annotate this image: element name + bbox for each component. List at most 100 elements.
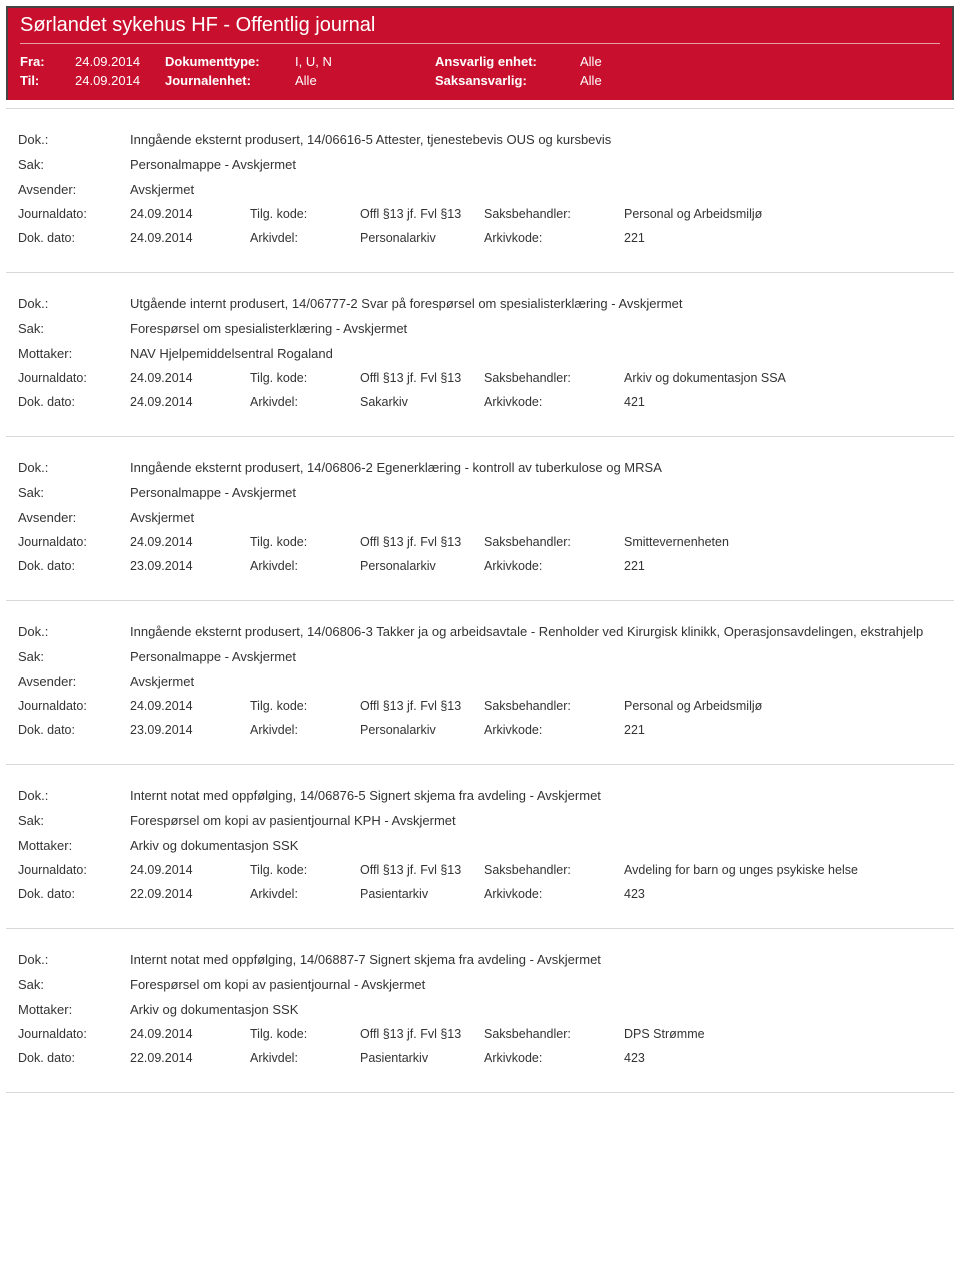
saksbehandler-label: Saksbehandler: <box>484 863 624 877</box>
tilgkode-label: Tilg. kode: <box>250 371 360 385</box>
journal-entry: Dok.:Internt notat med oppfølging, 14/06… <box>6 765 954 929</box>
ansvarlig-value: Alle <box>580 54 602 69</box>
tilgkode-label: Tilg. kode: <box>250 1027 360 1041</box>
header-row-2: Til: 24.09.2014 Journalenhet: Alle Saksa… <box>20 71 940 90</box>
dok-label: Dok.: <box>18 296 130 311</box>
dokdato-value: 23.09.2014 <box>130 723 250 737</box>
saksbehandler-label: Saksbehandler: <box>484 207 624 221</box>
sak-value: Personalmappe - Avskjermet <box>130 485 942 500</box>
journalenhet-value: Alle <box>295 73 435 88</box>
arkivkode-label: Arkivkode: <box>484 395 624 409</box>
saksbehandler-value: Avdeling for barn og unges psykiske hels… <box>624 863 942 877</box>
journaldato-label: Journaldato: <box>18 863 130 877</box>
sak-label: Sak: <box>18 977 130 992</box>
header-row-1: Fra: 24.09.2014 Dokumenttype: I, U, N An… <box>20 52 940 71</box>
sak-label: Sak: <box>18 485 130 500</box>
arkivdel-label: Arkivdel: <box>250 887 360 901</box>
arkivkode-label: Arkivkode: <box>484 231 624 245</box>
arkivkode-value: 423 <box>624 887 942 901</box>
party-value: Avskjermet <box>130 182 942 197</box>
dokdato-value: 24.09.2014 <box>130 231 250 245</box>
dokdato-value: 24.09.2014 <box>130 395 250 409</box>
dok-label: Dok.: <box>18 952 130 967</box>
arkivdel-value: Personalarkiv <box>360 231 484 245</box>
til-label: Til: <box>20 73 75 88</box>
party-value: Avskjermet <box>130 674 942 689</box>
saksbehandler-value: Personal og Arbeidsmiljø <box>624 699 942 713</box>
sak-value: Personalmappe - Avskjermet <box>130 157 942 172</box>
arkivdel-value: Sakarkiv <box>360 395 484 409</box>
dokdato-label: Dok. dato: <box>18 723 130 737</box>
dokdato-value: 22.09.2014 <box>130 1051 250 1065</box>
doktype-label: Dokumenttype: <box>165 54 295 69</box>
journaldato-label: Journaldato: <box>18 535 130 549</box>
tilgkode-label: Tilg. kode: <box>250 207 360 221</box>
arkivdel-label: Arkivdel: <box>250 1051 360 1065</box>
fra-label: Fra: <box>20 54 75 69</box>
tilgkode-label: Tilg. kode: <box>250 699 360 713</box>
dok-label: Dok.: <box>18 132 130 147</box>
sak-value: Forespørsel om spesialisterklæring - Avs… <box>130 321 942 336</box>
arkivkode-value: 221 <box>624 559 942 573</box>
saksansvarlig-value: Alle <box>580 73 602 88</box>
tilgkode-value: Offl §13 jf. Fvl §13 <box>360 535 484 549</box>
party-label: Avsender: <box>18 182 130 197</box>
party-label: Avsender: <box>18 674 130 689</box>
dokdato-value: 22.09.2014 <box>130 887 250 901</box>
ansvarlig-label: Ansvarlig enhet: <box>435 54 580 69</box>
saksbehandler-label: Saksbehandler: <box>484 699 624 713</box>
party-label: Mottaker: <box>18 838 130 853</box>
tilgkode-value: Offl §13 jf. Fvl §13 <box>360 371 484 385</box>
sak-value: Personalmappe - Avskjermet <box>130 649 942 664</box>
journaldato-label: Journaldato: <box>18 1027 130 1041</box>
journaldato-value: 24.09.2014 <box>130 699 250 713</box>
arkivkode-label: Arkivkode: <box>484 1051 624 1065</box>
party-value: Arkiv og dokumentasjon SSK <box>130 838 942 853</box>
journal-entry: Dok.:Internt notat med oppfølging, 14/06… <box>6 929 954 1093</box>
sak-label: Sak: <box>18 813 130 828</box>
dokdato-value: 23.09.2014 <box>130 559 250 573</box>
arkivkode-value: 421 <box>624 395 942 409</box>
party-value: Arkiv og dokumentasjon SSK <box>130 1002 942 1017</box>
report-title: Sørlandet sykehus HF - Offentlig journal <box>20 14 940 44</box>
sak-value: Forespørsel om kopi av pasientjournal KP… <box>130 813 942 828</box>
journaldato-value: 24.09.2014 <box>130 207 250 221</box>
tilgkode-value: Offl §13 jf. Fvl §13 <box>360 863 484 877</box>
journaldato-value: 24.09.2014 <box>130 371 250 385</box>
arkivkode-value: 221 <box>624 231 942 245</box>
entries-container: Dok.: Inngående eksternt produsert, 14/06… <box>0 108 960 1093</box>
dokdato-label: Dok. dato: <box>18 395 130 409</box>
arkivdel-label: Arkivdel: <box>250 723 360 737</box>
saksbehandler-value: Smittevernenheten <box>624 535 942 549</box>
journaldato-value: 24.09.2014 <box>130 1027 250 1041</box>
tilgkode-value: Offl §13 jf. Fvl §13 <box>360 207 484 221</box>
saksbehandler-label: Saksbehandler: <box>484 535 624 549</box>
party-value: NAV Hjelpemiddelsentral Rogaland <box>130 346 942 361</box>
sak-label: Sak: <box>18 157 130 172</box>
journalenhet-label: Journalenhet: <box>165 73 295 88</box>
sak-value: Forespørsel om kopi av pasientjournal - … <box>130 977 942 992</box>
arkivdel-value: Pasientarkiv <box>360 1051 484 1065</box>
journal-entry: Dok.:Inngående eksternt produsert, 14/06… <box>6 601 954 765</box>
party-label: Mottaker: <box>18 1002 130 1017</box>
arkivkode-value: 423 <box>624 1051 942 1065</box>
journaldato-label: Journaldato: <box>18 699 130 713</box>
journal-entry: Dok.:Inngående eksternt produsert, 14/06… <box>6 108 954 273</box>
sak-label: Sak: <box>18 321 130 336</box>
doktype-value: I, U, N <box>295 54 435 69</box>
arkivkode-label: Arkivkode: <box>484 723 624 737</box>
dokdato-label: Dok. dato: <box>18 559 130 573</box>
til-value: 24.09.2014 <box>75 73 165 88</box>
tilgkode-label: Tilg. kode: <box>250 863 360 877</box>
dok-value: Internt notat med oppfølging, 14/06887-7… <box>130 952 942 967</box>
report-header: Sørlandet sykehus HF - Offentlig journal… <box>6 6 954 100</box>
journaldato-value: 24.09.2014 <box>130 535 250 549</box>
dok-value: Internt notat med oppfølging, 14/06876-5… <box>130 788 942 803</box>
arkivkode-label: Arkivkode: <box>484 559 624 573</box>
journal-entry: Dok.:Utgående internt produsert, 14/0677… <box>6 273 954 437</box>
party-label: Avsender: <box>18 510 130 525</box>
saksansvarlig-label: Saksansvarlig: <box>435 73 580 88</box>
dok-label: Dok.: <box>18 788 130 803</box>
saksbehandler-value: Personal og Arbeidsmiljø <box>624 207 942 221</box>
dok-value: Inngående eksternt produsert, 14/06806-3… <box>130 624 942 639</box>
